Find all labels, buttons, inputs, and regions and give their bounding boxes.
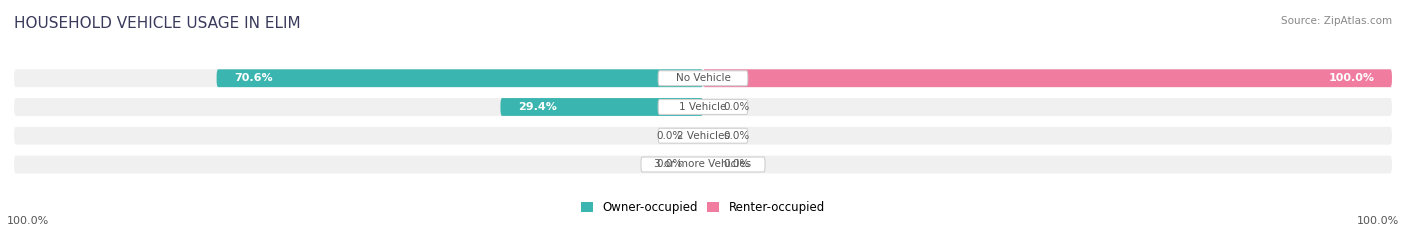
Text: 100.0%: 100.0% xyxy=(1357,216,1399,226)
Text: 100.0%: 100.0% xyxy=(7,216,49,226)
FancyBboxPatch shape xyxy=(658,71,748,86)
Text: 0.0%: 0.0% xyxy=(724,131,749,141)
Text: 0.0%: 0.0% xyxy=(657,131,682,141)
FancyBboxPatch shape xyxy=(658,128,748,143)
FancyBboxPatch shape xyxy=(641,157,765,172)
FancyBboxPatch shape xyxy=(501,98,703,116)
Text: 1 Vehicle: 1 Vehicle xyxy=(679,102,727,112)
Text: 0.0%: 0.0% xyxy=(724,159,749,169)
FancyBboxPatch shape xyxy=(14,156,1392,173)
FancyBboxPatch shape xyxy=(14,127,1392,145)
Text: HOUSEHOLD VEHICLE USAGE IN ELIM: HOUSEHOLD VEHICLE USAGE IN ELIM xyxy=(14,16,301,31)
Text: 29.4%: 29.4% xyxy=(517,102,557,112)
Text: No Vehicle: No Vehicle xyxy=(675,73,731,83)
Text: 0.0%: 0.0% xyxy=(657,159,682,169)
Text: 2 Vehicles: 2 Vehicles xyxy=(676,131,730,141)
FancyBboxPatch shape xyxy=(14,69,1392,87)
Text: 100.0%: 100.0% xyxy=(1329,73,1375,83)
FancyBboxPatch shape xyxy=(14,98,1392,116)
Text: 3 or more Vehicles: 3 or more Vehicles xyxy=(654,159,752,169)
FancyBboxPatch shape xyxy=(703,69,1392,87)
Text: Source: ZipAtlas.com: Source: ZipAtlas.com xyxy=(1281,16,1392,26)
Text: 0.0%: 0.0% xyxy=(724,102,749,112)
FancyBboxPatch shape xyxy=(658,99,748,114)
Legend: Owner-occupied, Renter-occupied: Owner-occupied, Renter-occupied xyxy=(581,201,825,214)
Text: 70.6%: 70.6% xyxy=(233,73,273,83)
FancyBboxPatch shape xyxy=(217,69,703,87)
